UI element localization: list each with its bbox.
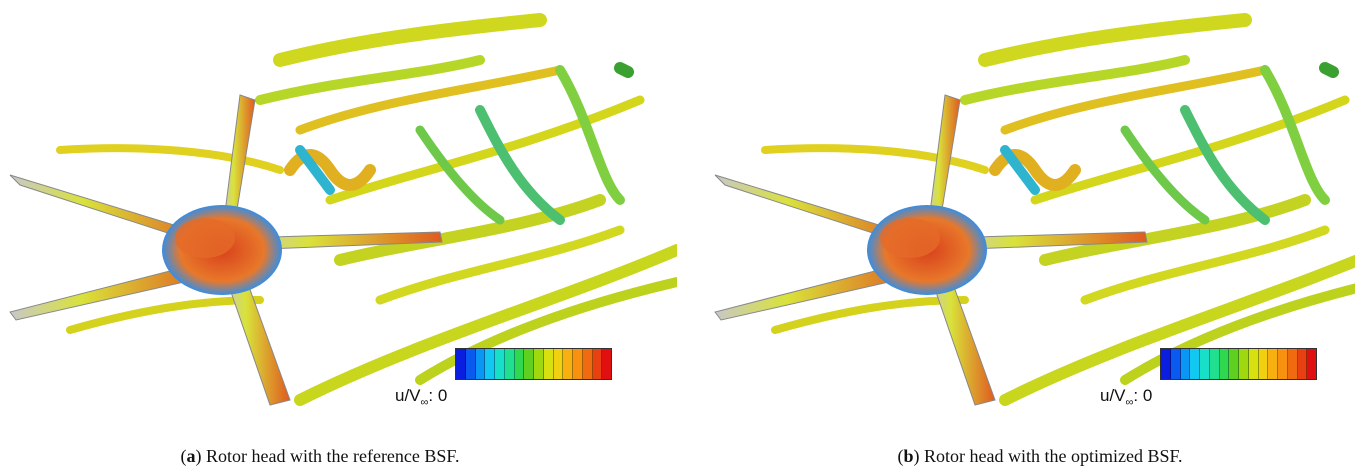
colorbar-band <box>524 349 534 379</box>
subscript: ∞ <box>420 396 429 409</box>
colorbar-band <box>534 349 544 379</box>
colorbar-band <box>602 349 611 379</box>
label: u/V <box>395 386 421 405</box>
colorbar-band <box>1258 349 1269 379</box>
caption: (a) Rotor head with the reference BSF. <box>0 446 640 467</box>
open: ( <box>180 446 187 466</box>
colorbar <box>455 348 612 380</box>
colorbar-band <box>563 349 573 379</box>
colorbar-band <box>573 349 583 379</box>
colorbar-band <box>465 349 476 379</box>
colorbar-band <box>582 349 593 379</box>
panel-a: u/V∞: 0 (a) Rotor head with the referenc… <box>0 0 677 467</box>
label: u/V <box>1100 386 1126 405</box>
colorbar-band <box>1287 349 1298 379</box>
colorbar-band <box>1239 349 1249 379</box>
colorbar-band <box>504 349 515 379</box>
colorbar-band <box>1307 349 1316 379</box>
caption: (b) Rotor head with the optimized BSF. <box>720 446 1355 467</box>
colorbar-band <box>543 349 554 379</box>
close: ) <box>195 446 202 466</box>
colorbar-band <box>1161 349 1171 379</box>
colorbar-band <box>1190 349 1200 379</box>
colorbar-band <box>592 349 603 379</box>
colorbar-band <box>1170 349 1181 379</box>
colorbar-band <box>1200 349 1210 379</box>
colorbar-band <box>495 349 505 379</box>
label: b <box>903 446 914 466</box>
colorbar-band <box>1248 349 1259 379</box>
colorbar-band <box>1268 349 1278 379</box>
colorbar-label: u/V∞: 0 <box>1100 386 1152 408</box>
open: ( <box>897 446 904 466</box>
colorbar-band <box>514 349 525 379</box>
separator: : <box>1133 386 1139 405</box>
text: Rotor head with the optimized BSF. <box>919 446 1183 466</box>
colorbar-band <box>1297 349 1308 379</box>
colorbar <box>1160 348 1317 380</box>
colorbar-band <box>553 349 564 379</box>
separator: : <box>428 386 434 405</box>
label: a <box>186 446 196 466</box>
colorbar-band <box>1219 349 1230 379</box>
panel-b: u/V∞: 0 (b) Rotor head with the optimize… <box>705 0 1355 467</box>
tick: 0 <box>1142 386 1153 405</box>
colorbar-band <box>1180 349 1191 379</box>
colorbar-band <box>456 349 466 379</box>
colorbar-band <box>1278 349 1288 379</box>
text: Rotor head with the reference BSF. <box>201 446 460 466</box>
close: ) <box>913 446 920 466</box>
tick: 0 <box>437 386 448 405</box>
colorbar-band <box>1209 349 1220 379</box>
colorbar-band <box>485 349 495 379</box>
subscript: ∞ <box>1125 396 1134 409</box>
colorbar-band <box>475 349 486 379</box>
colorbar-band <box>1229 349 1239 379</box>
colorbar-label: u/V∞: 0 <box>395 386 447 408</box>
